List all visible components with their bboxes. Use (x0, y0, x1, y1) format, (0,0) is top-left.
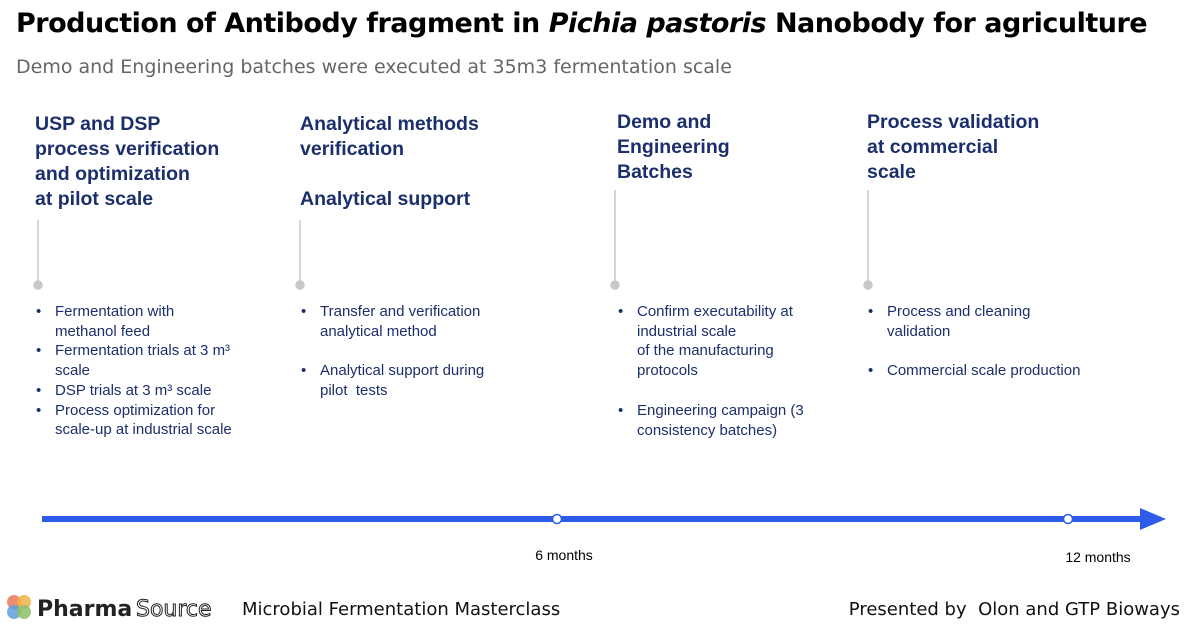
bullet-text: Engineering campaign (3 (637, 401, 804, 419)
column-heading: scale (867, 161, 916, 183)
column-heading: Demo and (617, 111, 712, 133)
timeline-arrow (42, 508, 1166, 530)
brand-name: Pharma (37, 597, 132, 622)
bullet-dot: • (618, 303, 624, 320)
bullet-text: Transfer and verification (320, 303, 481, 320)
bullet-text: Process and cleaning (887, 303, 1031, 320)
bullet-dot: • (301, 303, 307, 320)
bullet-dot: • (618, 401, 624, 419)
milestone-label: 6 months (535, 547, 593, 563)
bullet-text: pilot tests (320, 382, 388, 400)
column-heading: Analytical methods (300, 113, 479, 135)
presenter: Presented by Olon and GTP Bioways (849, 599, 1180, 620)
title-text: Nanobody for agriculture (766, 8, 1148, 39)
bullet-dot: • (36, 342, 42, 360)
bullet-text: protocols (637, 362, 698, 380)
bullet-dot: • (868, 362, 874, 380)
bullet-text: Confirm executability at (637, 303, 793, 320)
bullet-text: industrial scale (637, 322, 737, 340)
bullet-dot: • (36, 381, 42, 399)
bullet-dot: • (36, 303, 42, 320)
event-name: Microbial Fermentation Masterclass (242, 599, 560, 620)
bullet-text: of the manufacturing (637, 342, 774, 360)
column-heading: Analytical support (300, 188, 471, 210)
subtitle: Demo and Engineering batches were execut… (16, 56, 732, 78)
bullet-text: analytical method (320, 322, 437, 340)
bullet-text: scale-up at industrial scale (55, 421, 232, 439)
milestone-label: 12 months (1065, 549, 1130, 565)
connectors (33, 190, 873, 290)
brand-name: Source (136, 597, 212, 622)
bullet-text: scale (55, 362, 91, 380)
bullet-text: methanol feed (55, 322, 151, 340)
column-heading: process verification (35, 138, 220, 160)
bullet-dot: • (36, 401, 42, 419)
column-heading: at commercial (867, 136, 999, 158)
title: Production of Antibody fragment in Pichi… (16, 8, 1148, 39)
column-heading: USP and DSP (35, 113, 161, 135)
bullet-text: consistency batches) (637, 421, 778, 439)
title-text: Production of Antibody fragment in (16, 8, 549, 39)
column-heading: Process validation (867, 111, 1040, 133)
bullet-text: Analytical support during (320, 362, 485, 380)
bullet-text: Commercial scale production (887, 362, 1081, 380)
logo-icon (7, 595, 31, 619)
column-heading: at pilot scale (35, 188, 154, 210)
bullet-text: Fermentation with (55, 303, 175, 320)
column-heading: verification (300, 138, 405, 160)
column-heading: Engineering (617, 136, 730, 158)
bullet-dot: • (868, 303, 874, 320)
column-heading: Batches (617, 161, 693, 183)
column-heading: and optimization (35, 163, 190, 185)
title-text: Pichia pastoris (548, 8, 767, 39)
bullet-dot: • (301, 362, 307, 380)
bullet-text: DSP trials at 3 m³ scale (55, 381, 212, 399)
bullet-text: Fermentation trials at 3 m³ (55, 342, 231, 360)
bullet-text: Process optimization for (55, 401, 216, 419)
bullet-text: validation (887, 322, 951, 340)
